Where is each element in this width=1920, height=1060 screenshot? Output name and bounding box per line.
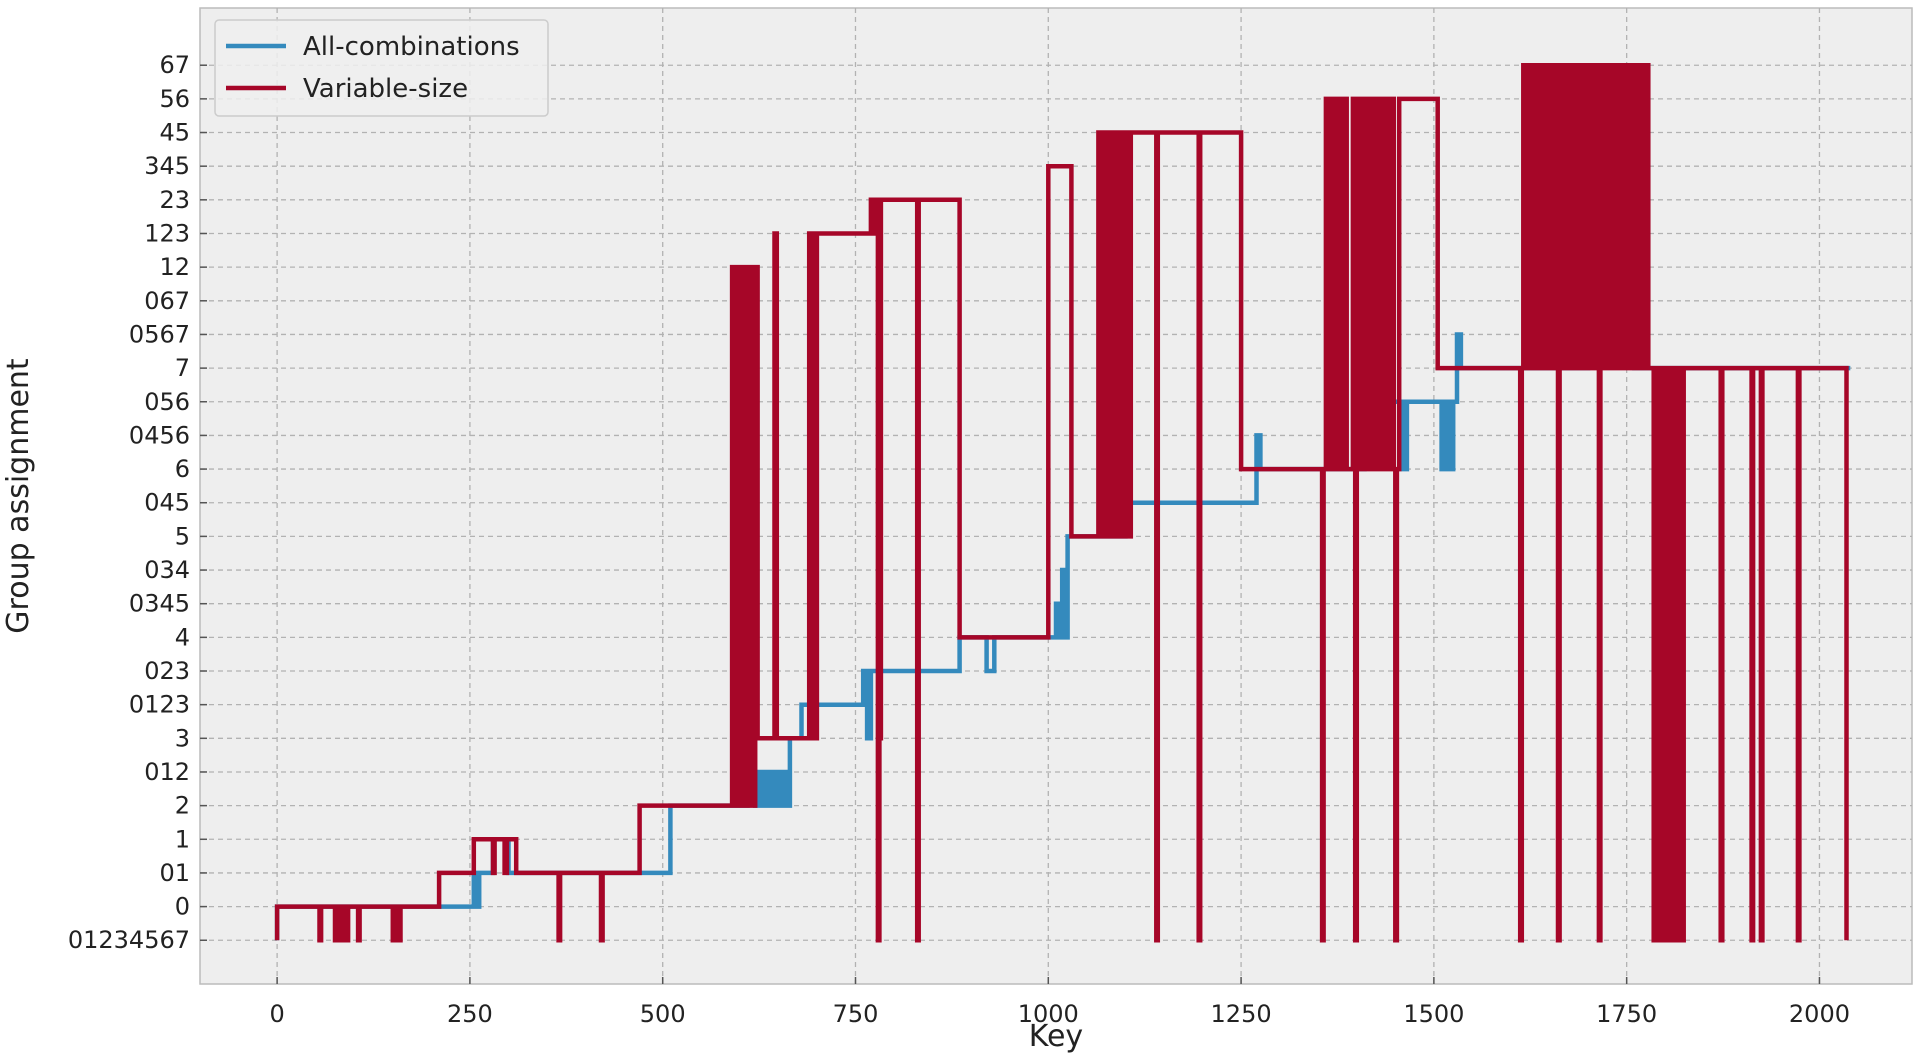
y-tick-label: 7 bbox=[175, 354, 190, 382]
y-axis: 0123456700112012301230234034503450456045… bbox=[68, 51, 207, 954]
y-tick-label: 034 bbox=[144, 556, 190, 584]
y-tick-label: 6 bbox=[175, 455, 190, 483]
x-tick-label: 1000 bbox=[1018, 1000, 1079, 1028]
y-tick-label: 012 bbox=[144, 758, 190, 786]
legend-label-variable-size: Variable-size bbox=[303, 74, 468, 104]
y-tick-label: 45 bbox=[159, 119, 190, 147]
x-tick-label: 0 bbox=[269, 1000, 284, 1028]
y-tick-label: 123 bbox=[144, 219, 190, 247]
y-tick-label: 12 bbox=[159, 253, 190, 281]
y-tick-label: 3 bbox=[175, 724, 190, 752]
x-axis-title: Key bbox=[1029, 1019, 1083, 1054]
y-tick-label: 023 bbox=[144, 657, 190, 685]
y-tick-label: 2 bbox=[175, 792, 190, 820]
y-tick-label: 345 bbox=[144, 152, 190, 180]
series-line-variable-size bbox=[274, 62, 1849, 943]
x-tick-label: 1250 bbox=[1211, 1000, 1272, 1028]
y-tick-label: 056 bbox=[144, 388, 190, 416]
x-tick-label: 250 bbox=[447, 1000, 493, 1028]
x-tick-label: 2000 bbox=[1789, 1000, 1850, 1028]
y-tick-label: 0 bbox=[175, 893, 190, 921]
legend: All-combinations Variable-size bbox=[214, 19, 549, 117]
y-tick-label: 0567 bbox=[129, 320, 190, 348]
series-layer bbox=[274, 62, 1851, 943]
series-line-all-combinations bbox=[274, 298, 1851, 941]
x-axis: 0 250 500 750 1000 1250 1500 1750 2000 bbox=[269, 977, 1850, 1028]
x-tick-label: 750 bbox=[833, 1000, 879, 1028]
y-tick-label: 01234567 bbox=[68, 926, 190, 954]
y-tick-label: 23 bbox=[159, 186, 190, 214]
x-tick-label: 1500 bbox=[1403, 1000, 1464, 1028]
y-tick-label: 1 bbox=[175, 825, 190, 853]
y-tick-label: 67 bbox=[159, 51, 190, 79]
legend-frame bbox=[214, 19, 549, 117]
y-tick-label: 067 bbox=[144, 287, 190, 315]
legend-label-all-combinations: All-combinations bbox=[303, 32, 520, 62]
y-tick-label: 0345 bbox=[129, 590, 190, 618]
y-tick-label: 56 bbox=[159, 85, 190, 113]
y-tick-label: 5 bbox=[175, 522, 190, 550]
y-tick-label: 045 bbox=[144, 489, 190, 517]
y-tick-label: 4 bbox=[175, 623, 190, 651]
y-tick-label: 01 bbox=[159, 859, 190, 887]
x-tick-label: 500 bbox=[640, 1000, 686, 1028]
y-tick-label: 0456 bbox=[129, 421, 190, 449]
y-tick-label: 0123 bbox=[129, 691, 190, 719]
x-tick-label: 1750 bbox=[1596, 1000, 1657, 1028]
y-axis-title: Group assignment bbox=[1, 358, 36, 634]
